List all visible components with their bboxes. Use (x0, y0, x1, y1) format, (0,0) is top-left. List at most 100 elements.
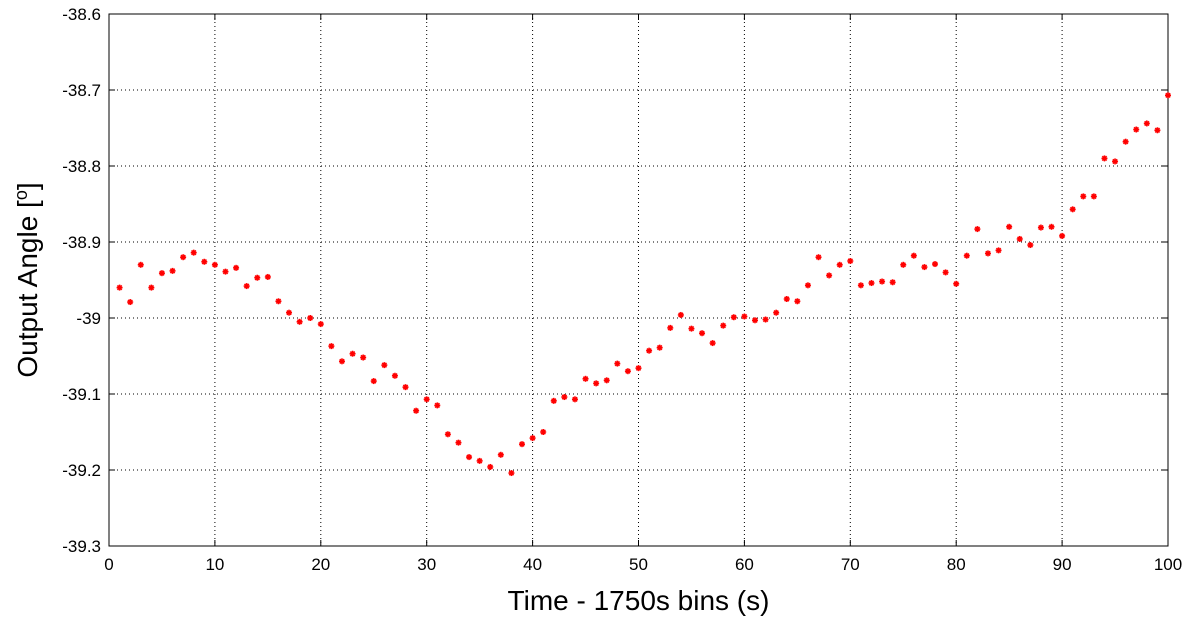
data-point (508, 470, 515, 477)
data-point (127, 299, 134, 306)
data-point (889, 279, 896, 286)
data-point (667, 324, 674, 331)
data-point (519, 441, 526, 448)
data-point (624, 368, 631, 375)
y-axis-label: Output Angle [o] (11, 182, 43, 377)
y-axis-label-superscript: o (11, 190, 31, 200)
x-tick-label: 10 (205, 555, 224, 574)
data-point (190, 249, 197, 256)
data-point (582, 375, 589, 382)
data-point (1080, 193, 1087, 200)
y-tick-label: -38.9 (62, 233, 101, 252)
data-point (1059, 232, 1066, 239)
data-point (444, 431, 451, 438)
data-point (783, 296, 790, 302)
data-point (391, 372, 398, 379)
x-tick-label: 20 (311, 555, 330, 574)
data-point (466, 454, 473, 461)
data-points (116, 92, 1171, 477)
data-point (910, 252, 917, 259)
data-point (307, 315, 314, 321)
data-point (953, 280, 960, 287)
data-point (158, 270, 165, 277)
x-tick-label: 100 (1154, 555, 1182, 574)
y-axis-label-close: ] (12, 182, 43, 190)
data-point (635, 365, 642, 372)
data-point (1154, 127, 1161, 134)
data-point (540, 429, 547, 435)
data-point (688, 325, 695, 332)
data-point (116, 284, 123, 291)
data-point (222, 268, 229, 275)
data-point (836, 261, 843, 268)
data-point (730, 314, 737, 321)
data-point (857, 282, 864, 289)
y-tick-label: -38.6 (62, 5, 101, 24)
data-point (180, 254, 187, 261)
data-point (476, 457, 483, 464)
data-point (550, 397, 557, 404)
data-point (338, 358, 345, 365)
data-point (593, 380, 600, 387)
y-tick-label: -38.8 (62, 157, 101, 176)
data-point (413, 407, 420, 414)
data-point (1037, 224, 1044, 231)
data-point (614, 360, 621, 367)
data-point (1027, 242, 1034, 249)
data-point (1090, 193, 1097, 200)
data-point (963, 252, 970, 259)
data-point (529, 435, 536, 442)
data-point (751, 317, 758, 324)
data-point (381, 362, 388, 369)
data-point (434, 402, 441, 409)
grid (109, 14, 1168, 546)
x-tick-label: 50 (629, 555, 648, 574)
data-point (243, 283, 250, 290)
data-point (286, 309, 293, 316)
data-point (402, 384, 409, 391)
data-point (487, 463, 494, 470)
data-point (741, 313, 748, 320)
data-point (656, 344, 663, 351)
data-point (995, 247, 1002, 254)
y-tick-label: -39.3 (62, 537, 101, 556)
x-axis-label: Time - 1750s bins (s) (508, 585, 770, 616)
y-tick-label: -39.2 (62, 461, 101, 480)
data-point (370, 378, 377, 385)
x-tick-label: 70 (841, 555, 860, 574)
x-tick-label: 0 (104, 555, 113, 574)
data-point (1112, 158, 1119, 165)
data-point (148, 284, 155, 291)
data-point (709, 340, 716, 347)
data-point (974, 226, 981, 233)
data-point (137, 261, 144, 268)
y-tick-label: -39.1 (62, 385, 101, 404)
data-point (211, 261, 218, 268)
data-point (984, 250, 991, 257)
x-tick-label: 80 (947, 555, 966, 574)
x-tick-label: 60 (735, 555, 754, 574)
axis-ticks: 0 10 20 30 40 50 60 70 80 90 100 -39.3 -39.2 -39.1 -39… (62, 5, 1182, 574)
data-point (1143, 120, 1150, 127)
data-point (1165, 92, 1171, 99)
data-point (561, 394, 568, 401)
data-point (699, 330, 706, 337)
data-point (1048, 223, 1055, 230)
data-point (254, 274, 261, 281)
data-point (879, 278, 886, 285)
data-point (847, 258, 854, 264)
data-point (1133, 126, 1140, 133)
data-point (233, 264, 240, 271)
data-point (1122, 138, 1129, 145)
y-axis-label-main: Output Angle [ (12, 200, 43, 378)
data-point (826, 272, 833, 279)
data-point (571, 396, 578, 403)
data-point (794, 298, 801, 305)
data-point (942, 269, 949, 276)
data-point (1006, 223, 1013, 230)
y-tick-label: -39 (76, 309, 101, 328)
data-point (201, 258, 208, 265)
data-point (264, 273, 271, 280)
